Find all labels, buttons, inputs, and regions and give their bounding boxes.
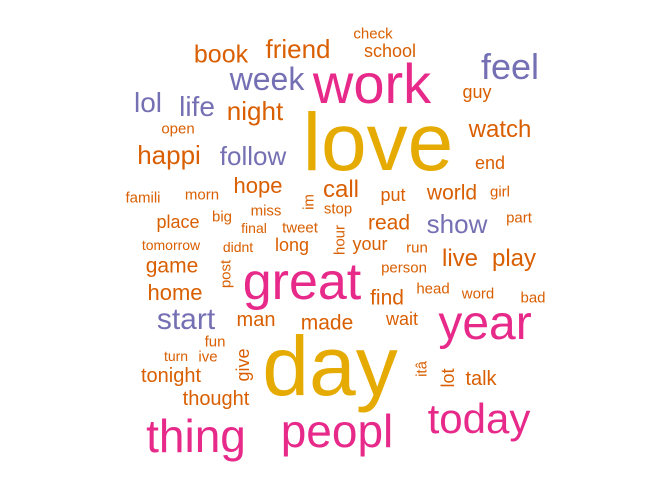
word-day: day <box>262 319 398 413</box>
word-fun: fun <box>204 333 226 351</box>
word-word: word <box>461 285 495 303</box>
word-school: school <box>363 41 417 61</box>
word-man: man <box>236 309 276 331</box>
word-part: part <box>506 209 532 227</box>
word-today: today <box>427 395 531 442</box>
word-long: long <box>274 235 310 255</box>
word-friend: friend <box>265 34 331 64</box>
word-hour: hour <box>331 224 349 256</box>
word-play: play <box>491 245 537 272</box>
word-run: run <box>406 239 428 257</box>
word-year: year <box>438 297 532 350</box>
word-home: home <box>147 280 203 305</box>
word-open: open <box>161 120 195 138</box>
word-start: start <box>156 303 216 336</box>
word-live: live <box>441 245 479 272</box>
word-game: game <box>145 254 199 278</box>
word-tweet: tweet <box>282 219 318 237</box>
word-ita: itâ <box>413 361 431 377</box>
word-wait: wait <box>385 309 419 329</box>
word-week: week <box>229 61 305 97</box>
word-book: book <box>193 40 249 69</box>
word-put: put <box>380 185 406 205</box>
word-big: big <box>211 208 233 226</box>
word-head: head <box>416 280 450 298</box>
word-lol: lol <box>133 87 163 118</box>
word-follow: follow <box>219 141 287 171</box>
word-didnt: didnt <box>222 239 254 255</box>
word-thought: thought <box>182 388 250 410</box>
word-check: check <box>353 25 393 43</box>
word-hope: hope <box>233 173 283 198</box>
word-work: work <box>312 52 432 115</box>
word-person: person <box>381 259 427 277</box>
word-morn: morn <box>184 186 220 204</box>
word-show: show <box>426 209 488 239</box>
word-great: great <box>242 253 362 311</box>
word-ive: ive <box>198 348 218 366</box>
word-end: end <box>474 153 506 173</box>
word-final: final <box>241 220 267 236</box>
word-happi: happi <box>137 140 201 170</box>
word-talk: talk <box>465 368 497 390</box>
word-find: find <box>370 286 404 310</box>
word-world: world <box>426 181 478 205</box>
word-im: im <box>300 194 318 210</box>
word-thing: thing <box>146 410 246 462</box>
word-life: life <box>179 91 215 122</box>
word-guy: guy <box>462 82 492 102</box>
word-your: your <box>352 234 388 254</box>
word-famili: famili <box>125 189 161 207</box>
word-call: call <box>322 176 360 203</box>
word-watch: watch <box>468 116 532 143</box>
word-girl: girl <box>489 183 511 201</box>
word-bad: bad <box>520 289 546 307</box>
word-peopl: peopl <box>280 405 394 457</box>
word-feel: feel <box>480 46 540 87</box>
word-love: love <box>302 97 454 188</box>
word-place: place <box>156 212 200 232</box>
word-miss: miss <box>250 202 282 220</box>
word-tonight: tonight <box>140 365 202 387</box>
word-turn: turn <box>163 348 189 364</box>
word-tomorrow: tomorrow <box>141 237 201 253</box>
word-stop: stop <box>323 200 353 218</box>
word-read: read <box>367 211 411 235</box>
word-made: made <box>300 311 354 335</box>
word-give: give <box>233 348 253 382</box>
word-night: night <box>226 96 284 126</box>
word-post: post <box>217 259 235 289</box>
word-lot: lot <box>438 368 458 388</box>
